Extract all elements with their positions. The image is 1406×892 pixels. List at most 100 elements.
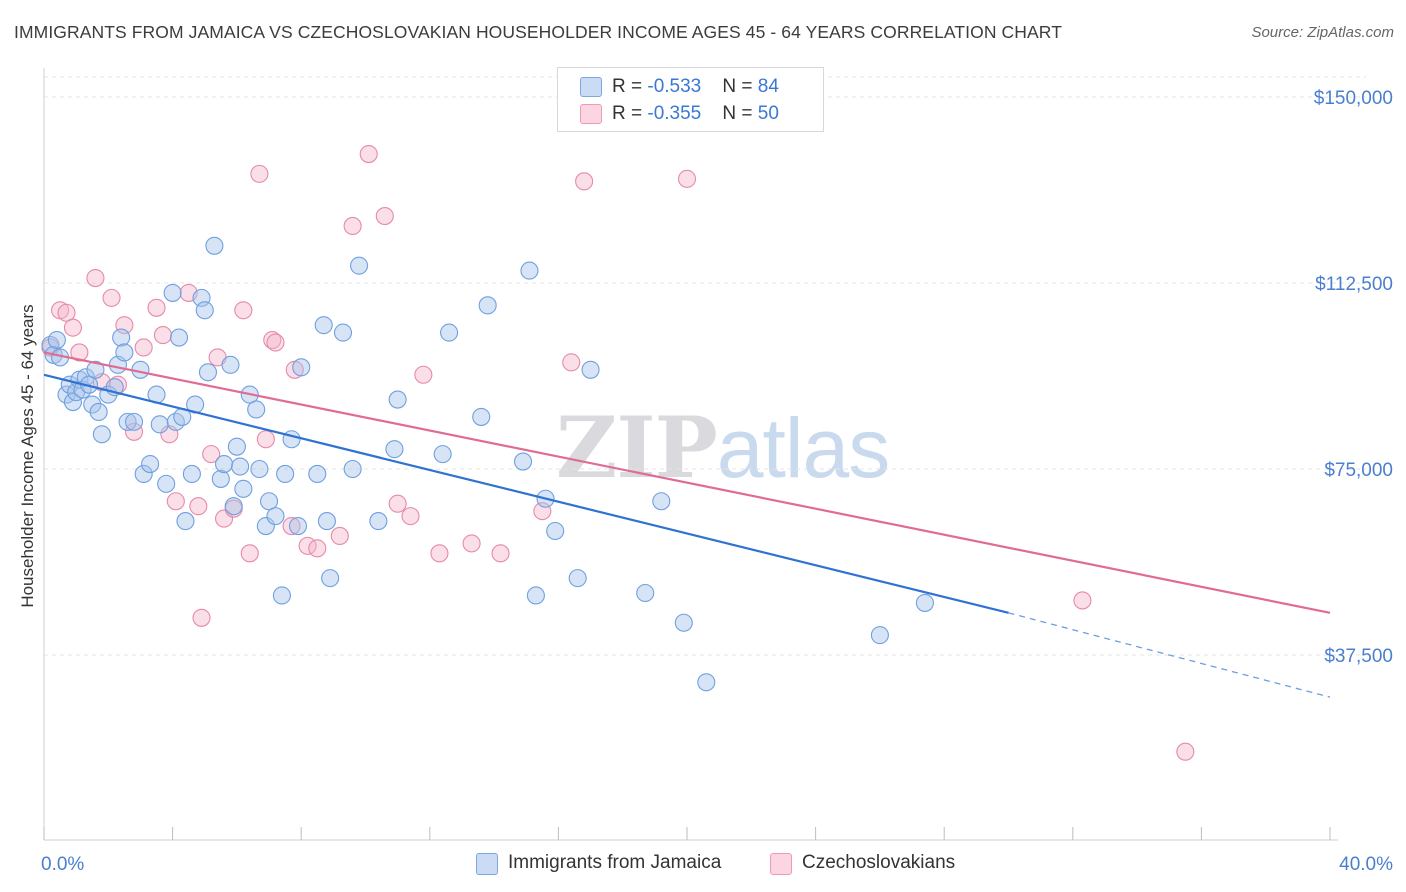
axis-labels: $37,500 $75,000 $112,500 $150,000 0.0% 40.0% H… bbox=[18, 88, 1393, 875]
jamaica-point bbox=[915, 593, 934, 612]
y-tick-label: $75,000 bbox=[1324, 460, 1393, 481]
jamaica-point bbox=[546, 521, 565, 541]
czech-point bbox=[70, 343, 89, 362]
czech-point bbox=[462, 534, 481, 553]
czech-point bbox=[401, 507, 420, 526]
legend-text-czech: R = -0.355 N = 50 bbox=[612, 103, 779, 124]
czech-point bbox=[330, 526, 349, 546]
jamaica-point bbox=[870, 626, 889, 645]
jamaica-point bbox=[47, 330, 66, 350]
jamaica-point bbox=[86, 360, 105, 379]
jamaica-point bbox=[652, 492, 671, 511]
jamaica-point bbox=[134, 464, 153, 484]
y-tick-label: $150,000 bbox=[1314, 88, 1393, 109]
trend-lines bbox=[43, 351, 1331, 698]
jamaica-trend-extension bbox=[1008, 612, 1331, 698]
jamaica-point bbox=[112, 328, 131, 347]
jamaica-point bbox=[227, 437, 246, 456]
czech-point bbox=[1073, 591, 1092, 610]
czech-point bbox=[57, 303, 76, 322]
czech-point bbox=[1176, 742, 1195, 761]
czech-point bbox=[234, 301, 253, 320]
jamaica-point bbox=[214, 454, 234, 474]
jamaica-point bbox=[157, 474, 176, 493]
jamaica-point bbox=[234, 479, 253, 498]
czech-point bbox=[153, 326, 173, 345]
czech-point bbox=[266, 333, 285, 352]
czech-point bbox=[147, 298, 166, 317]
jamaica-point bbox=[118, 412, 137, 431]
czech-point bbox=[343, 216, 362, 236]
czech-point bbox=[86, 268, 105, 288]
czech-point bbox=[562, 353, 581, 372]
jamaica-point bbox=[124, 412, 144, 431]
jamaica-point bbox=[526, 586, 545, 605]
bottom-legend-swatch-jamaica bbox=[476, 853, 498, 875]
bottom-legend-label-jamaica: Immigrants from Jamaica bbox=[508, 852, 722, 873]
jamaica-point bbox=[250, 459, 269, 479]
jamaica-point bbox=[636, 583, 655, 603]
jamaica-point bbox=[343, 459, 362, 479]
czech-point bbox=[263, 330, 282, 350]
jamaica-point bbox=[195, 301, 214, 320]
czech-point bbox=[124, 422, 144, 441]
jamaica-point bbox=[115, 343, 134, 362]
series-czechoslovakians-points bbox=[41, 144, 1195, 761]
correlation-legend: R = -0.533 N = 84 R = -0.355 N = 50 bbox=[557, 67, 824, 132]
legend-text-jamaica: R = -0.533 N = 84 bbox=[612, 76, 779, 97]
jamaica-point bbox=[520, 261, 539, 280]
czech-point bbox=[192, 608, 211, 627]
jamaica-point bbox=[292, 358, 311, 377]
jamaica-point bbox=[308, 464, 327, 484]
czech-point bbox=[414, 365, 433, 384]
czech-point bbox=[491, 544, 510, 563]
czech-trend-line bbox=[43, 351, 1331, 614]
legend-swatch-jamaica bbox=[580, 77, 602, 97]
jamaica-point bbox=[266, 507, 285, 526]
jamaica-point bbox=[433, 445, 452, 464]
bottom-legend-swatch-czech bbox=[770, 853, 792, 875]
jamaica-point bbox=[333, 323, 353, 342]
jamaica-point bbox=[276, 464, 295, 484]
watermark: ZIPatlas bbox=[556, 398, 890, 497]
x-tick-label-max: 40.0% bbox=[1339, 854, 1393, 875]
jamaica-point bbox=[176, 512, 195, 531]
jamaica-point bbox=[169, 328, 189, 347]
y-tick-label: $112,500 bbox=[1315, 274, 1393, 295]
czech-point bbox=[250, 164, 269, 183]
jamaica-point bbox=[231, 457, 250, 476]
jamaica-point bbox=[350, 256, 369, 275]
czech-point bbox=[359, 144, 378, 164]
czech-point bbox=[166, 492, 185, 511]
jamaica-point bbox=[388, 390, 407, 409]
legend-n-value-jamaica: 84 bbox=[757, 76, 779, 97]
jamaica-point bbox=[163, 283, 182, 302]
legend-r-value-jamaica: -0.533 bbox=[647, 76, 702, 97]
czech-point bbox=[388, 494, 407, 513]
czech-point bbox=[430, 544, 449, 563]
czech-point bbox=[308, 539, 327, 558]
jamaica-point bbox=[89, 402, 108, 422]
jamaica-point bbox=[472, 407, 491, 426]
grid-lines bbox=[44, 76, 1366, 656]
jamaica-point bbox=[63, 392, 82, 412]
jamaica-point bbox=[259, 492, 279, 511]
legend-n-value-czech: 50 bbox=[757, 103, 779, 124]
y-axis-title: Householder Income Ages 45 - 64 years bbox=[18, 304, 37, 607]
czech-point bbox=[214, 509, 234, 528]
jamaica-point bbox=[92, 425, 111, 444]
czech-point bbox=[134, 338, 153, 357]
chart-title: IMMIGRANTS FROM JAMAICA VS CZECHOSLOVAKI… bbox=[14, 22, 1063, 42]
jamaica-point bbox=[205, 236, 224, 255]
czech-point bbox=[240, 544, 259, 563]
jamaica-point bbox=[321, 569, 340, 588]
jamaica-point bbox=[247, 400, 266, 419]
jamaica-point bbox=[568, 569, 587, 588]
jamaica-point bbox=[440, 323, 459, 342]
jamaica-trend-line bbox=[43, 373, 1009, 614]
series-jamaica-points bbox=[41, 236, 934, 692]
jamaica-point bbox=[272, 586, 291, 605]
jamaica-point bbox=[288, 516, 308, 536]
czech-point bbox=[63, 318, 82, 337]
jamaica-point bbox=[581, 360, 600, 379]
